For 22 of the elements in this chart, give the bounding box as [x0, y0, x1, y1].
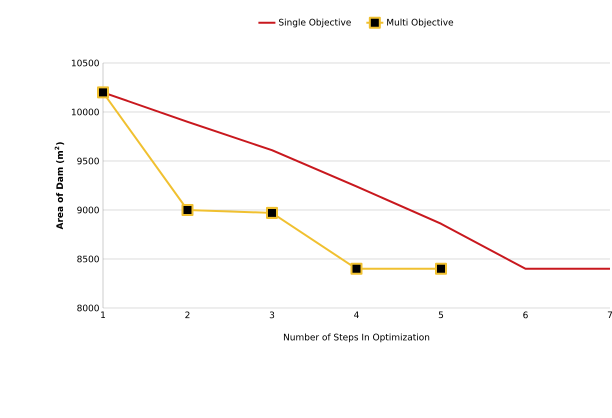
- y-tick-label: 9500: [77, 158, 99, 164]
- y-tick-label: 8000: [77, 304, 99, 312]
- x-tick-label: 5: [438, 312, 444, 318]
- x-tick-label: 6: [523, 312, 528, 318]
- point: [435, 262, 447, 275]
- x-tick-label: 7: [608, 312, 612, 318]
- y-tick-label: 10500: [72, 60, 99, 66]
- point: [266, 206, 278, 219]
- legend-label: Single Objective: [278, 18, 351, 28]
- y-tick-label: 8500: [77, 256, 99, 262]
- y-tick-label: 9000: [77, 206, 99, 214]
- x-tick-label: 4: [354, 312, 359, 318]
- x-axis-title: Number of Steps In Optimization: [284, 334, 430, 342]
- x-tick-label: 2: [185, 312, 190, 318]
- y-tick-label: 10000: [72, 108, 99, 116]
- point: [182, 204, 194, 216]
- point: [97, 86, 109, 98]
- x-tick-label: 3: [270, 312, 274, 318]
- y-axis-title: Area of Dam (m$^{2}$): [54, 142, 64, 230]
- legend-label: Multi Objective: [387, 18, 454, 28]
- x-tick-label: 1: [101, 312, 106, 318]
- point: [350, 262, 362, 275]
